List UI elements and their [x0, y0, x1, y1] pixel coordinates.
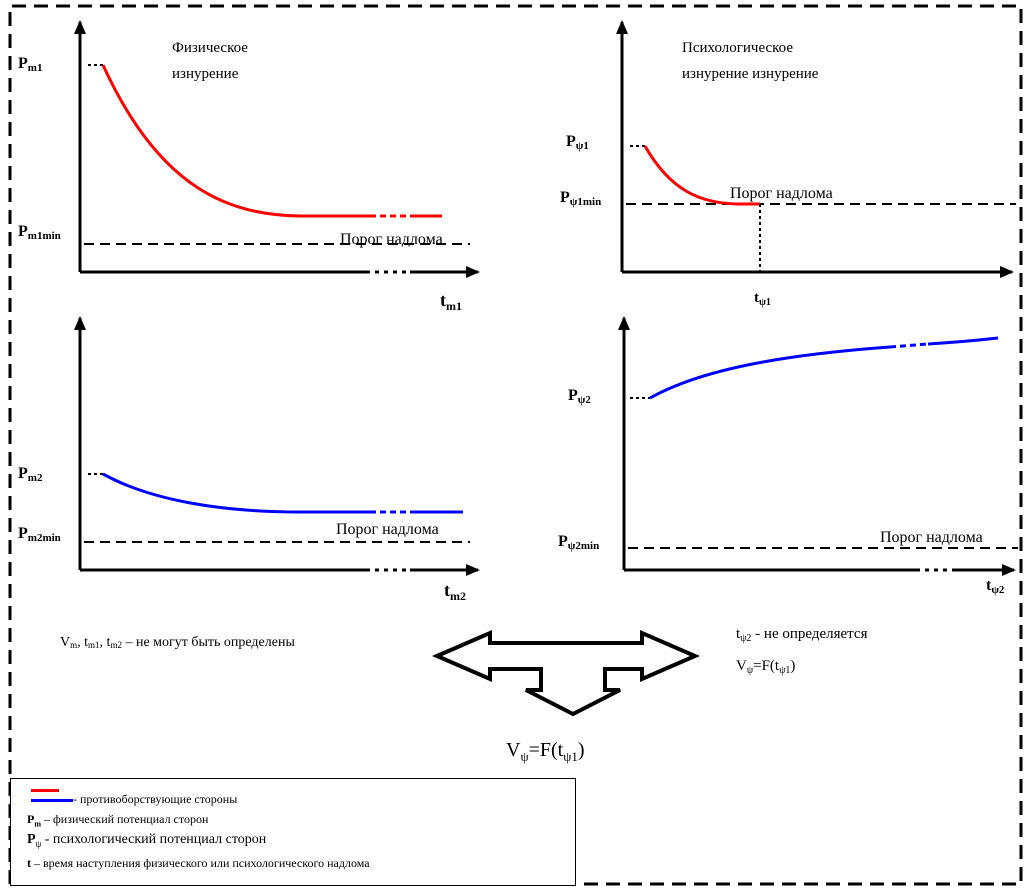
- legend-time: t – время наступления физического или пс…: [27, 856, 370, 871]
- y-top-label: Pm2: [18, 465, 43, 484]
- legend-red-swatch: [31, 789, 59, 792]
- legend-sides-text: - противоборствующие стороны: [73, 792, 238, 806]
- x-axis-label: tm1: [440, 290, 462, 313]
- y-top-label: Pψ1: [566, 133, 589, 152]
- y-min-label: Pm1min: [18, 223, 61, 242]
- legend-pm-symbol: P: [27, 812, 35, 826]
- note-undetermined-psychological: tψ2 - не определяется: [736, 626, 868, 644]
- y-min-label: Pψ2min: [558, 533, 599, 552]
- panel-title-line1: Физическое: [172, 40, 248, 56]
- threshold-label: Порог надлома: [730, 185, 833, 202]
- panel-title-line1: Психологическое: [682, 40, 793, 56]
- panel-psychological-2: Pψ2 Pψ2min Порог надлома tψ2: [558, 316, 1018, 596]
- legend-ppsi-sub: ψ: [35, 838, 42, 849]
- note-undetermined-physical: Vm, tm1, tm2 – не могут быть определены: [60, 635, 295, 650]
- legend-pm-sub: m: [34, 819, 42, 829]
- x-axis-label: tψ2: [986, 577, 1005, 596]
- x-axis-label: tψ1: [754, 290, 771, 308]
- panel-title-line2: изнурение изнурение: [682, 66, 819, 82]
- formula-velocity: Vψ=F(tψ1): [506, 739, 585, 764]
- panel-psychological-1: Психологическое изнурение изнурение Pψ1 …: [560, 20, 1016, 308]
- legend: - противоборствующие стороны Pm – физиче…: [10, 778, 576, 886]
- y-min-label: Pm2min: [18, 525, 61, 544]
- curve-dotted-break: [889, 342, 929, 349]
- psychological-curve-2: [649, 345, 891, 400]
- legend-ppsi-text: - психологический потенциал сторон: [41, 832, 267, 847]
- physical-curve-1: [101, 64, 370, 218]
- legend-pm-text: – физический потенциал сторон: [41, 812, 209, 826]
- panel-title-line2: изнурение: [172, 66, 239, 82]
- physical-curve-2: [102, 472, 370, 514]
- threshold-label: Порог надлома: [340, 231, 443, 248]
- note-velocity-function: Vψ=F(tψ1): [736, 658, 795, 676]
- legend-t-symbol: t: [27, 856, 31, 870]
- legend-ppsi-symbol: P: [27, 832, 36, 847]
- panel-physical-1: Физическое изнурение Pm1 Pm1min Порог на…: [18, 20, 480, 313]
- curve-tail: [927, 336, 999, 346]
- outer-dashed-frame: [8, 4, 1023, 886]
- y-top-label: Pm1: [18, 55, 42, 74]
- legend-t-text: – время наступления физического или псих…: [31, 856, 370, 870]
- threshold-label: Порог надлома: [880, 529, 983, 546]
- y-min-label: Pψ1min: [560, 189, 601, 208]
- threshold-label: Порог надлома: [336, 521, 439, 538]
- triple-block-arrow: [431, 629, 701, 717]
- legend-psychological-potential: Pψ - психологический потенциал сторон: [27, 832, 266, 849]
- psychological-curve-1: [643, 145, 760, 206]
- panel-physical-2: Pm2 Pm2min Порог надлома tm2: [18, 316, 480, 603]
- x-axis-label: tm2: [444, 580, 466, 603]
- legend-blue-swatch: [31, 799, 73, 802]
- legend-physical-potential: Pm – физический потенциал сторон: [27, 812, 208, 828]
- y-top-label: Pψ2: [568, 387, 591, 406]
